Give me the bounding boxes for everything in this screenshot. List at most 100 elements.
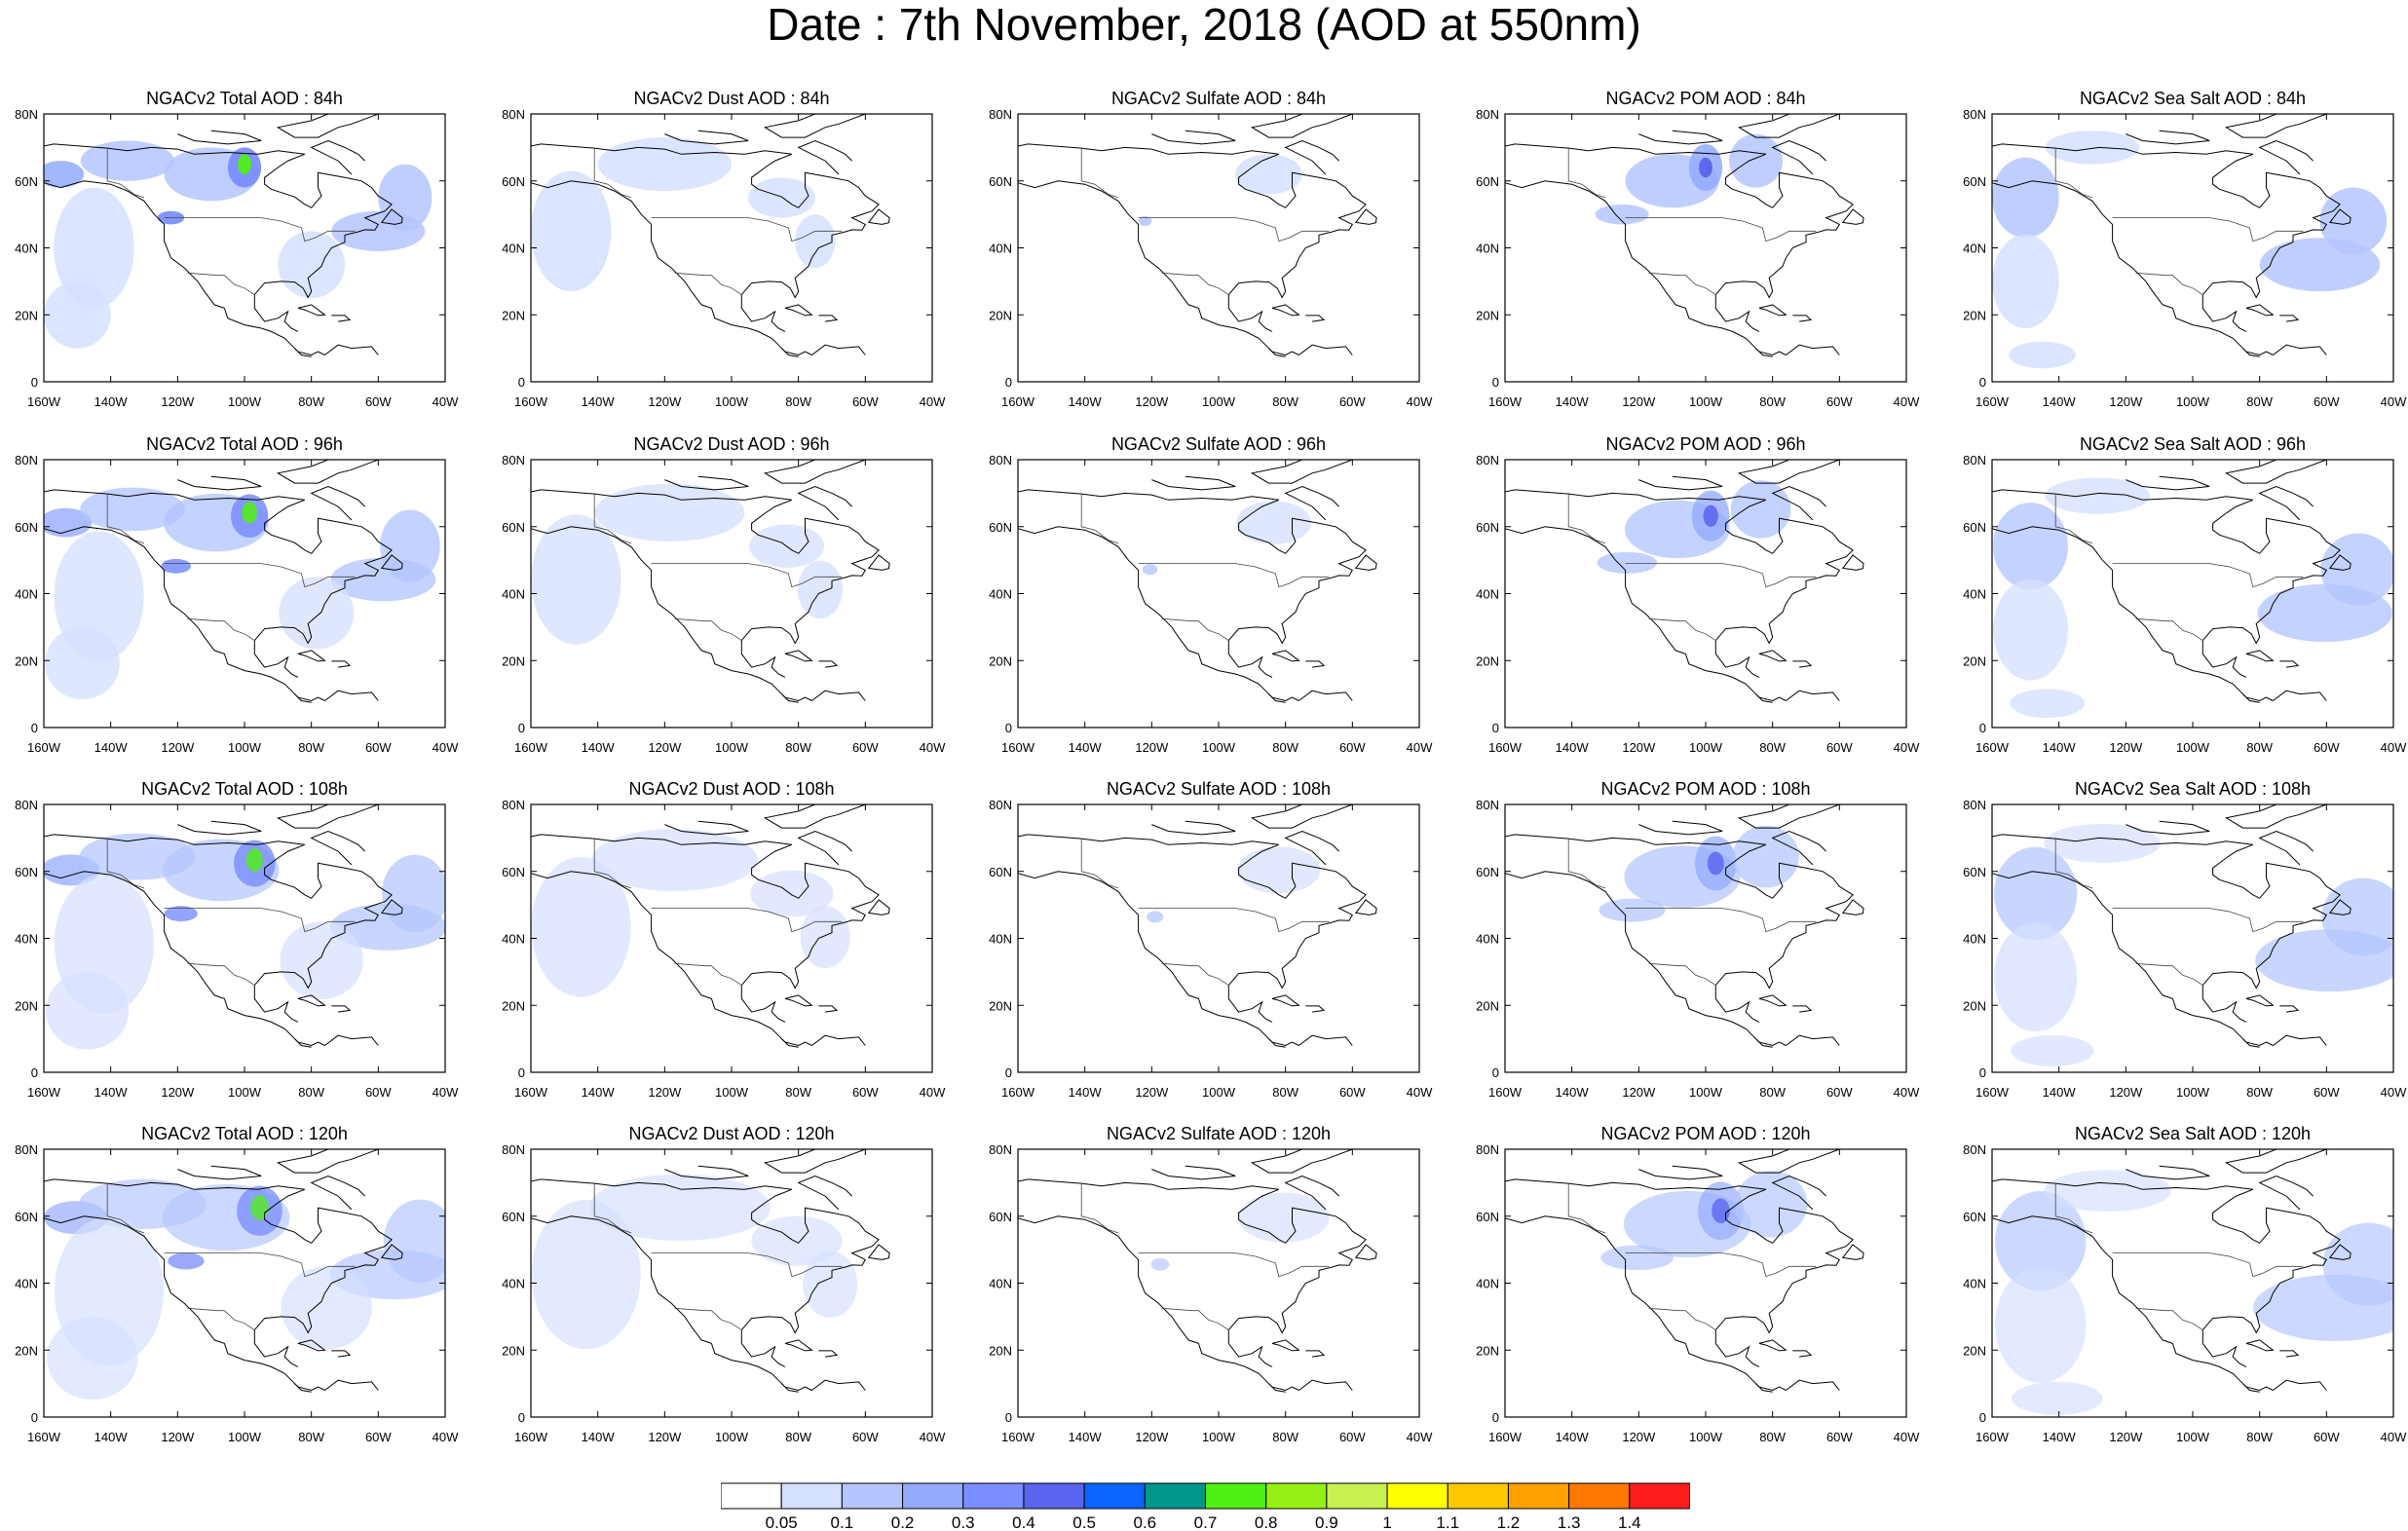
lon-tick-label: 100W: [1202, 1085, 1236, 1100]
lat-tick-label: 0: [518, 721, 525, 735]
lon-tick-label: 80W: [785, 394, 811, 409]
lat-tick-label: 60N: [989, 520, 1012, 535]
coastline: [1505, 489, 1854, 645]
aod-plume: [46, 971, 130, 1050]
colorbar-swatch: [962, 1482, 1025, 1510]
aod-plume: [281, 1266, 372, 1350]
lon-tick-label: 80W: [785, 1430, 811, 1444]
coastline: [867, 1244, 890, 1260]
lon-tick-label: 120W: [161, 394, 195, 409]
coastline: [1841, 899, 1864, 915]
coastline: [818, 1005, 839, 1013]
coastline: [276, 460, 380, 484]
coastline: [1755, 348, 1773, 357]
lat-tick-label: 20N: [502, 653, 525, 668]
colorbar-label: 1.4: [1618, 1513, 1641, 1531]
lat-tick-label: 0: [518, 1065, 525, 1080]
lat-tick-label: 60N: [1476, 174, 1499, 189]
panel-title: NGACv2 Dust AOD : 84h: [633, 89, 829, 108]
colorbar-label: 1.1: [1436, 1513, 1459, 1531]
coastline: [1714, 640, 1760, 678]
lon-tick-label: 40W: [2381, 1085, 2407, 1100]
lat-tick-label: 40N: [15, 932, 38, 947]
colorbar: 0.05 0.1 0.2 0.3 0.4 0.5 0.6 0.7 0.8 0.9 1 1.1 1.2 1.…: [721, 1482, 1690, 1531]
lon-tick-label: 140W: [94, 740, 129, 755]
country-border: [651, 217, 843, 243]
aod-plume: [1147, 911, 1164, 923]
coastline: [177, 1165, 262, 1180]
panel-title: NGACv2 Sea Salt AOD : 96h: [2080, 434, 2306, 454]
lat-tick-label: 0: [1492, 1410, 1499, 1425]
panel-title: NGACv2 Dust AOD : 120h: [628, 1124, 834, 1143]
lat-tick-label: 40N: [15, 587, 38, 602]
lat-tick-label: 20N: [1476, 308, 1499, 322]
coastline: [294, 348, 312, 357]
coastline: [2201, 985, 2247, 1023]
lat-tick-label: 80N: [989, 798, 1012, 812]
coastline: [1354, 554, 1377, 571]
lat-tick-label: 40N: [1963, 932, 1986, 947]
coastline: [811, 690, 866, 701]
coastline: [1018, 180, 1299, 356]
lat-tick-label: 0: [518, 1410, 525, 1425]
coastline: [310, 485, 365, 521]
map-panel-seasalt-84h: NGACv2 Sea Salt AOD : 84h 160W 140W 120W 100…: [1948, 85, 2407, 426]
aod-plume: [245, 848, 263, 873]
lon-tick-label: 100W: [1689, 740, 1723, 755]
lon-tick-label: 40W: [920, 740, 946, 755]
lat-tick-label: 60N: [1476, 1210, 1499, 1224]
lon-tick-label: 80W: [1759, 1430, 1786, 1444]
map-svg: NGACv2 POM AOD : 96h 160W 140W 120W 100W 80W 6…: [1476, 434, 1920, 755]
aod-plume: [2045, 477, 2150, 514]
coastline: [177, 820, 262, 836]
country-border: [1138, 1252, 1330, 1278]
lat-tick-label: 0: [1979, 1410, 1986, 1425]
colorbar-swatch: [1205, 1482, 1267, 1510]
coastline: [2242, 348, 2260, 357]
aod-plume: [2321, 878, 2393, 956]
lon-tick-label: 80W: [2246, 1430, 2273, 1444]
colorbar-swatch: [1568, 1482, 1631, 1510]
country-border: [2135, 272, 2203, 295]
coastline: [2126, 820, 2210, 836]
lat-tick-label: 40N: [989, 587, 1012, 602]
colorbar-label: 0.6: [1133, 1513, 1156, 1531]
coastline: [1271, 650, 1300, 662]
map-panel-seasalt-96h: NGACv2 Sea Salt AOD : 96h 160W 140W 120W 100…: [1948, 430, 2407, 771]
coastline: [1305, 315, 1326, 322]
coastline: [331, 660, 352, 668]
aod-plume: [531, 514, 621, 645]
aod-plume: [47, 1316, 138, 1400]
coastline: [1638, 475, 1723, 491]
coastline: [1714, 985, 1760, 1023]
aod-plume: [242, 502, 257, 524]
coastline: [1992, 526, 2274, 702]
lon-tick-label: 140W: [582, 1430, 616, 1444]
lon-tick-label: 80W: [785, 1085, 811, 1100]
coastline: [1271, 304, 1300, 317]
lon-tick-label: 60W: [365, 1430, 392, 1444]
coastline: [276, 114, 380, 138]
map-svg: NGACv2 Sea Salt AOD : 84h 160W 140W 120W 100…: [1963, 89, 2407, 409]
lon-tick-label: 40W: [1894, 394, 1920, 409]
coastline: [811, 344, 866, 355]
lat-tick-label: 80N: [1476, 1142, 1499, 1157]
lon-tick-label: 80W: [298, 1430, 324, 1444]
lon-tick-label: 160W: [514, 1430, 548, 1444]
coastline: [818, 660, 839, 668]
lon-tick-label: 40W: [1894, 1085, 1920, 1100]
lon-tick-label: 120W: [2109, 394, 2143, 409]
lon-tick-label: 60W: [365, 1085, 392, 1100]
coastline: [2242, 1383, 2260, 1393]
country-border: [651, 563, 843, 588]
lon-tick-label: 100W: [2176, 1430, 2210, 1444]
lon-tick-label: 80W: [785, 740, 811, 755]
lat-tick-label: 0: [518, 375, 525, 390]
colorbar-swatch: [1144, 1482, 1206, 1510]
coastline: [1792, 315, 1813, 322]
coastline: [1638, 130, 1723, 145]
coastline: [310, 1175, 365, 1211]
coastline: [1755, 1383, 1773, 1393]
coastline: [664, 820, 749, 836]
lat-tick-label: 80N: [15, 1142, 38, 1157]
